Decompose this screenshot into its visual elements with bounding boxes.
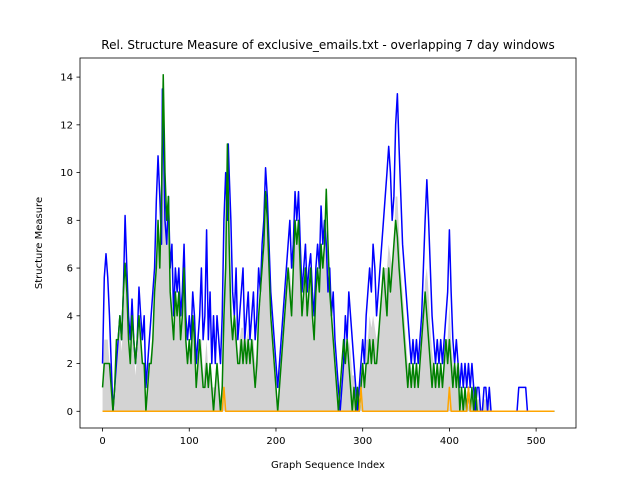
x-axis-ticks: 0 100 200 300 400 500 — [99, 428, 546, 447]
plot-frame — [79, 57, 577, 429]
orange-series-line — [102, 386, 555, 413]
plot-data-group — [101, 73, 555, 413]
y-tick-label: 6 — [67, 264, 73, 275]
chart-title: Rel. Structure Measure of exclusive_emai… — [101, 38, 554, 52]
y-tick-label: 4 — [67, 311, 73, 322]
y-axis-label: Structure Measure — [34, 197, 45, 289]
x-tick-label: 200 — [266, 436, 285, 447]
x-tick-label: 500 — [527, 436, 546, 447]
y-tick-label: 8 — [67, 216, 73, 227]
x-tick-label: 0 — [99, 436, 105, 447]
y-tick-label: 14 — [60, 73, 73, 84]
y-tick-label: 2 — [67, 359, 73, 370]
x-tick-label: 400 — [440, 436, 459, 447]
y-tick-label: 0 — [67, 407, 73, 418]
grey-fill-area — [102, 100, 555, 412]
x-axis-label: Graph Sequence Index — [271, 460, 385, 471]
green-series-line — [101, 73, 555, 413]
x-tick-label: 100 — [180, 436, 199, 447]
x-tick-label: 300 — [353, 436, 372, 447]
y-tick-label: 12 — [60, 120, 73, 131]
y-tick-label: 10 — [60, 168, 73, 179]
y-axis-ticks: 0 2 4 6 8 10 12 14 — [60, 73, 80, 418]
